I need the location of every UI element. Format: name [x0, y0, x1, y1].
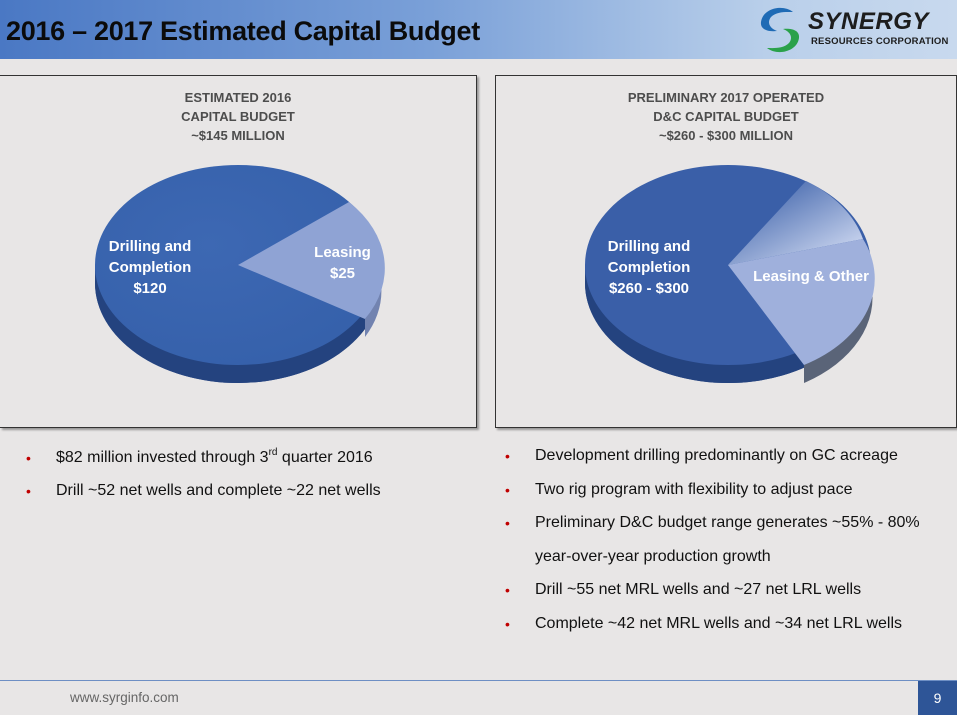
list-item: • Development drilling predominantly on G… [505, 445, 945, 467]
slice-label-drilling-2016: Drilling and Completion $120 [108, 238, 192, 297]
bullet-icon: • [505, 481, 510, 498]
pie-slice-leasing-2017 [728, 239, 875, 365]
bullet-icon: • [505, 615, 510, 632]
logo-subtitle: RESOURCES CORPORATION [811, 36, 949, 47]
chart-panel-2017: PRELIMINARY 2017 OPERATED D&C CAPITAL BU… [495, 75, 957, 428]
bullet-icon: • [505, 448, 510, 464]
bullet-list-2017: • Development drilling predominantly on G… [505, 445, 945, 646]
page-title: 2016 – 2017 Estimated Capital Budget [6, 16, 480, 46]
slice-label-leasing-2017: Leasing & Other [753, 268, 869, 285]
logo-name: SYNERGY [808, 8, 929, 35]
pie-chart-2016 [95, 165, 385, 383]
pie-slice-other-2017 [728, 181, 863, 265]
chart-panel-2016: ESTIMATED 2016 CAPITAL BUDGET ~$145 MILL… [0, 75, 477, 428]
bullet-icon: • [26, 483, 31, 499]
header-bar: 2016 – 2017 Estimated Capital Budget SYN… [0, 0, 957, 59]
list-item: • Drill ~52 net wells and complete ~22 ne… [26, 480, 381, 513]
list-item: • Complete ~42 net MRL wells and ~34 net … [505, 613, 945, 635]
chart-title-2016: ESTIMATED 2016 CAPITAL BUDGET ~$145 MILL… [181, 90, 295, 143]
bullet-icon: • [505, 582, 510, 598]
slice-label-leasing-2016: Leasing $25 [314, 244, 371, 282]
page-number: 9 [918, 681, 957, 715]
list-item: • $82 million invested through 3rd quarte… [26, 447, 381, 480]
pie-slice-leasing-2016 [238, 202, 385, 319]
synergy-s-logo-icon [760, 7, 800, 53]
list-item: • Drill ~55 net MRL wells and ~27 net LRL… [505, 579, 945, 601]
list-item: • Preliminary D&C budget range generates … [505, 506, 945, 574]
company-logo: SYNERGY RESOURCES CORPORATION [755, 4, 955, 56]
bullet-icon: • [26, 450, 31, 466]
footer-url[interactable]: www.syrginfo.com [70, 690, 179, 705]
footer-divider [0, 680, 957, 681]
bullet-list-2016: • $82 million invested through 3rd quarte… [26, 447, 381, 513]
slice-label-drilling-2017: Drilling and Completion $260 - $300 [607, 238, 691, 297]
list-item: • Two rig program with flexibility to adj… [505, 479, 945, 501]
bullet-icon: • [505, 515, 510, 531]
pie-chart-2017 [585, 165, 875, 383]
chart-title-2017: PRELIMINARY 2017 OPERATED D&C CAPITAL BU… [627, 90, 825, 143]
